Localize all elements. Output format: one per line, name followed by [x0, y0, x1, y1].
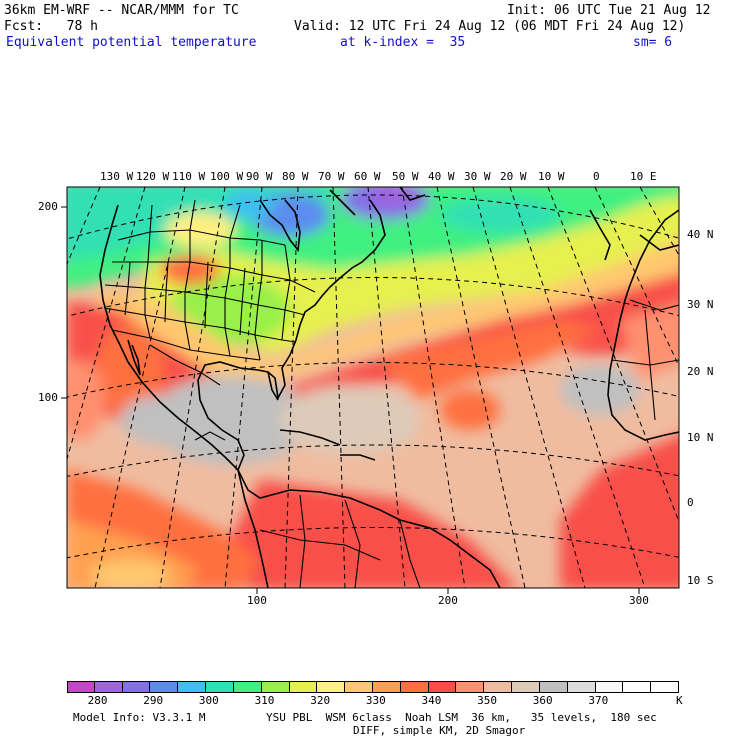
colorbar-swatch: [456, 681, 485, 693]
longitude-label: 100 W: [210, 170, 244, 183]
longitude-label: 0: [593, 170, 600, 183]
colorbar-swatch: [67, 681, 95, 693]
colorbar-swatch: [233, 681, 262, 693]
init-time: Init: 06 UTC Tue 21 Aug 12: [507, 3, 711, 18]
latitude-label: 10 S: [687, 574, 714, 587]
colorbar-swatch: [206, 681, 234, 693]
field-name: Equivalent potential temperature: [6, 35, 257, 50]
colorbar-swatch: [373, 681, 401, 693]
coastlines: [99, 187, 679, 588]
colorbar-swatch: [651, 681, 679, 693]
theta-e-shading: [67, 187, 679, 588]
colorbar-unit: K: [676, 694, 683, 707]
colorbar-swatch: [567, 681, 596, 693]
physics-info: YSU PBL WSM 6class Noah LSM 36 km, 35 le…: [266, 711, 657, 724]
colorbar-swatch: [317, 681, 346, 693]
colorbar-swatch: [539, 681, 568, 693]
valid-time: Valid: 12 UTC Fri 24 Aug 12 (06 MDT Fri …: [294, 19, 686, 34]
longitude-label: 30 W: [464, 170, 491, 183]
colorbar-label: 350: [477, 694, 497, 707]
map-frame: [66, 186, 680, 589]
colorbar-swatch: [400, 681, 429, 693]
longitude-label: 130 W: [100, 170, 134, 183]
colorbar-swatch: [94, 681, 123, 693]
diffusion-info: DIFF, simple KM, 2D Smagor: [353, 724, 526, 737]
longitude-label: 90 W: [246, 170, 273, 183]
grid-x-label-100: 100: [247, 594, 267, 607]
colorbar-swatch: [178, 681, 207, 693]
model-title: 36km EM-WRF -- NCAR/MMM for TC: [4, 3, 239, 18]
colorbar-swatch: [122, 681, 151, 693]
latitude-label: 0: [687, 496, 694, 509]
colorbar-label: 290: [143, 694, 164, 707]
longitude-label: 110 W: [172, 170, 206, 183]
grid-x-label-300: 300: [629, 594, 649, 607]
colorbar-swatch: [623, 681, 652, 693]
colorbar-label: 280: [87, 694, 108, 707]
latitude-label: 30 N: [687, 298, 714, 311]
colorbar-swatch: [289, 681, 318, 693]
latitude-label: 10 N: [687, 431, 714, 444]
level-info: at k-index = 35: [340, 35, 466, 50]
longitude-label: 70 W: [318, 170, 345, 183]
colorbar-swatch: [150, 681, 179, 693]
model-info: Model Info: V3.3.1 M: [73, 711, 206, 724]
longitude-label: 120 W: [136, 170, 170, 183]
longitude-label: 10 W: [538, 170, 565, 183]
latitude-label: 40 N: [687, 228, 714, 241]
graticule: [67, 187, 679, 588]
colorbar-swatch: [428, 681, 457, 693]
grid-y-label-100: 100: [38, 391, 58, 404]
colorbar-swatch: [261, 681, 290, 693]
longitude-label: 20 W: [500, 170, 527, 183]
longitude-label: 80 W: [282, 170, 309, 183]
political-boundaries: [103, 199, 679, 588]
longitude-label: 40 W: [428, 170, 455, 183]
longitude-label: 10 E: [630, 170, 657, 183]
smoothing-info: sm= 6: [633, 35, 673, 50]
grid-x-label-200: 200: [438, 594, 458, 607]
colorbar-label: 310: [254, 694, 275, 707]
colorbar-label: 300: [198, 694, 219, 707]
longitude-label: 50 W: [392, 170, 419, 183]
colorbar-label: 340: [421, 694, 442, 707]
colorbar-label: 330: [365, 694, 386, 707]
colorbar-swatch: [595, 681, 624, 693]
colorbar-swatch: [484, 681, 513, 693]
colorbar-label: 320: [310, 694, 331, 707]
colorbar-swatch: [345, 681, 373, 693]
longitude-label: 60 W: [354, 170, 381, 183]
grid-y-label-200: 200: [38, 200, 58, 213]
forecast-hour: Fcst: 78 h: [4, 19, 98, 34]
colorbar-label: 370: [588, 694, 609, 707]
colorbar-swatch: [512, 681, 540, 693]
colorbar-label: 360: [532, 694, 553, 707]
equivalent-potential-temperature-map: [61, 186, 680, 594]
latitude-label: 20 N: [687, 365, 714, 378]
